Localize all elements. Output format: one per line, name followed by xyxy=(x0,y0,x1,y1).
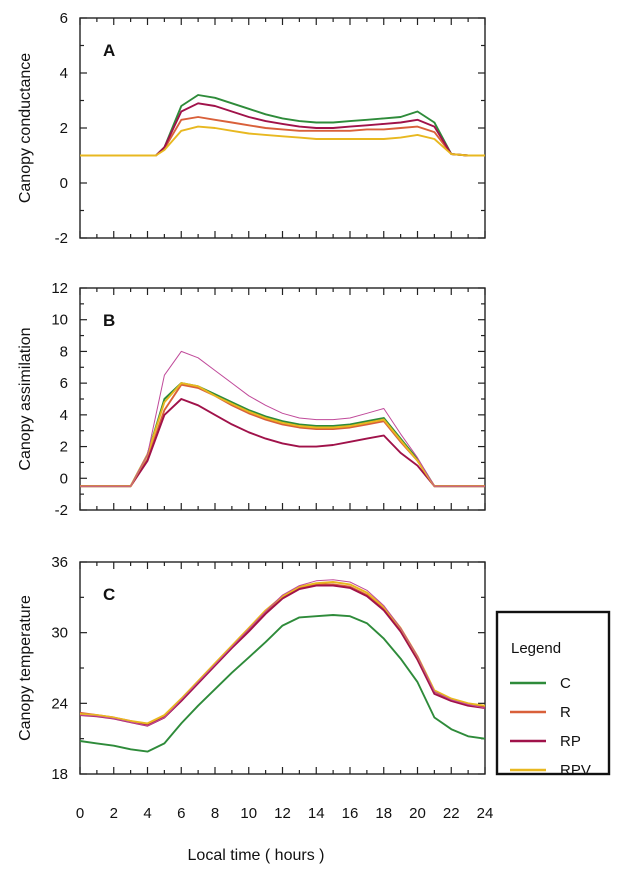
panel-b: B Canopy assimilation -2 0 2 4 6 8 10 12 xyxy=(17,280,486,519)
x-tick-label: 22 xyxy=(443,805,460,822)
y-tick-label: 6 xyxy=(60,375,68,392)
x-tick-label: 2 xyxy=(110,805,118,822)
x-tick-label: 18 xyxy=(375,805,392,822)
x-tick-label: 24 xyxy=(477,805,494,822)
y-tick-label: 36 xyxy=(51,554,68,571)
x-tick-label: 20 xyxy=(409,805,426,822)
panel-a-ylabel: Canopy conductance xyxy=(17,53,34,203)
panel-b-ylabel: Canopy assimilation xyxy=(17,327,34,470)
panel-c-ylabel: Canopy temperature xyxy=(17,595,34,741)
legend: Legend CR RP RPV xyxy=(495,610,611,779)
panel-c-series xyxy=(79,579,486,753)
panel-b-frame xyxy=(79,287,486,511)
x-tick-label: 0 xyxy=(76,805,84,822)
series-unlabeled-line xyxy=(79,579,486,727)
x-tick-label: 14 xyxy=(308,805,325,822)
legend-label-rpv: RPV xyxy=(560,762,591,779)
x-axis-title: Local time ( hours ) xyxy=(188,847,325,864)
y-tick-label: 2 xyxy=(60,439,68,456)
panel-b-letter: B xyxy=(103,311,115,330)
y-tick-label: 4 xyxy=(60,407,68,424)
panel-a-series xyxy=(80,94,485,157)
series-c-line xyxy=(79,614,486,753)
panel-c-letter: C xyxy=(103,585,115,604)
legend-items: CR RP RPV xyxy=(510,675,591,779)
x-tick-labels: 0 2 4 6 8 10 12 14 16 18 20 22 24 xyxy=(76,805,494,822)
x-tick-label: 8 xyxy=(211,805,219,822)
y-tick-label: 0 xyxy=(60,470,68,487)
y-tick-label: 8 xyxy=(60,343,68,360)
series-rp-line xyxy=(80,398,485,488)
legend-label-r: R xyxy=(560,704,571,721)
y-tick-label: 2 xyxy=(60,120,68,137)
series-rpv-line xyxy=(79,581,486,725)
y-tick-label: 6 xyxy=(60,10,68,27)
series-r-line xyxy=(79,583,486,726)
y-tick-label: 0 xyxy=(60,175,68,192)
y-tick-label: 12 xyxy=(51,280,68,297)
panel-a: A Canopy conductance -2 0 2 4 6 xyxy=(17,10,486,247)
legend-title: Legend xyxy=(511,640,561,657)
x-tick-label: 10 xyxy=(240,805,257,822)
x-tick-label: 12 xyxy=(274,805,291,822)
legend-box xyxy=(495,610,611,776)
x-tick-label: 6 xyxy=(177,805,185,822)
series-rp-line xyxy=(79,584,486,727)
legend-label-c: C xyxy=(560,675,571,692)
y-tick-label: 24 xyxy=(51,695,68,712)
panel-b-ticks: -2 0 2 4 6 8 10 12 xyxy=(51,280,486,519)
panel-c-ticks: 18 24 30 36 xyxy=(51,554,486,783)
x-tick-label: 16 xyxy=(342,805,359,822)
panel-a-letter: A xyxy=(103,41,115,60)
legend-label-rp: RP xyxy=(560,733,581,750)
panel-b-series xyxy=(80,350,485,488)
y-tick-label: -2 xyxy=(55,502,68,519)
series-c-line xyxy=(80,94,485,157)
x-tick-label: 4 xyxy=(143,805,151,822)
series-rpv-line xyxy=(80,125,485,157)
y-tick-label: -2 xyxy=(55,230,68,247)
y-tick-label: 18 xyxy=(51,766,68,783)
y-tick-label: 10 xyxy=(51,312,68,329)
y-tick-label: 4 xyxy=(60,65,68,82)
series-unlabeled-line xyxy=(80,350,485,487)
y-tick-label: 30 xyxy=(51,625,68,642)
